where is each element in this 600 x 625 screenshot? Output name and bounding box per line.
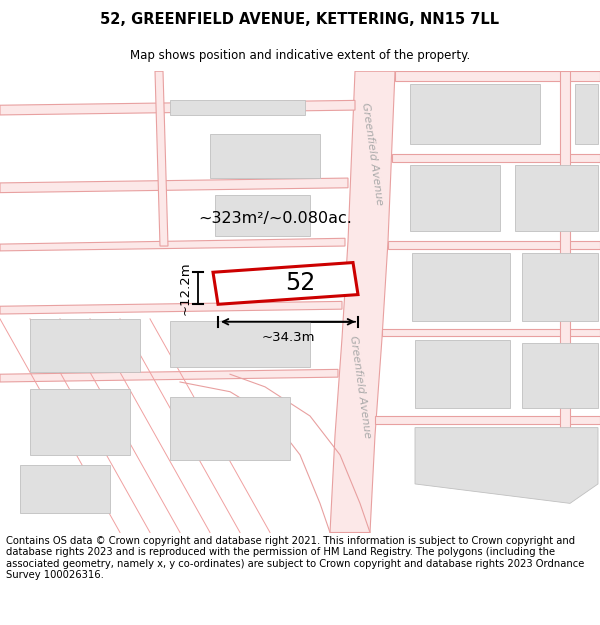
Text: 52: 52	[286, 271, 316, 296]
Polygon shape	[515, 166, 598, 231]
Polygon shape	[170, 396, 290, 459]
Polygon shape	[0, 178, 348, 192]
Text: ~12.2m: ~12.2m	[179, 261, 192, 315]
Polygon shape	[330, 71, 395, 532]
Text: Contains OS data © Crown copyright and database right 2021. This information is : Contains OS data © Crown copyright and d…	[6, 536, 584, 581]
Polygon shape	[410, 84, 540, 144]
Polygon shape	[412, 253, 510, 321]
Text: Map shows position and indicative extent of the property.: Map shows position and indicative extent…	[130, 49, 470, 62]
Polygon shape	[155, 71, 168, 246]
Polygon shape	[170, 321, 310, 368]
Polygon shape	[210, 134, 320, 178]
Polygon shape	[388, 241, 600, 249]
Polygon shape	[20, 464, 110, 513]
Polygon shape	[0, 101, 355, 115]
Polygon shape	[415, 340, 510, 408]
Text: Greenfield Avenue: Greenfield Avenue	[360, 102, 384, 206]
Polygon shape	[215, 194, 310, 236]
Polygon shape	[382, 329, 600, 336]
Polygon shape	[395, 71, 600, 81]
Polygon shape	[415, 428, 598, 503]
Text: Greenfield Avenue: Greenfield Avenue	[348, 335, 372, 439]
Polygon shape	[213, 262, 358, 304]
Polygon shape	[560, 71, 570, 445]
Text: 52, GREENFIELD AVENUE, KETTERING, NN15 7LL: 52, GREENFIELD AVENUE, KETTERING, NN15 7…	[100, 12, 500, 28]
Polygon shape	[0, 301, 342, 314]
Polygon shape	[30, 389, 130, 455]
Polygon shape	[410, 166, 500, 231]
Text: ~323m²/~0.080ac.: ~323m²/~0.080ac.	[199, 211, 352, 226]
Polygon shape	[575, 84, 598, 144]
Polygon shape	[522, 253, 598, 321]
Polygon shape	[0, 369, 338, 382]
Polygon shape	[0, 238, 345, 251]
Polygon shape	[522, 343, 598, 408]
Polygon shape	[392, 154, 600, 161]
Polygon shape	[30, 319, 140, 372]
Text: ~34.3m: ~34.3m	[261, 331, 315, 344]
Polygon shape	[170, 101, 305, 115]
Polygon shape	[375, 416, 600, 424]
